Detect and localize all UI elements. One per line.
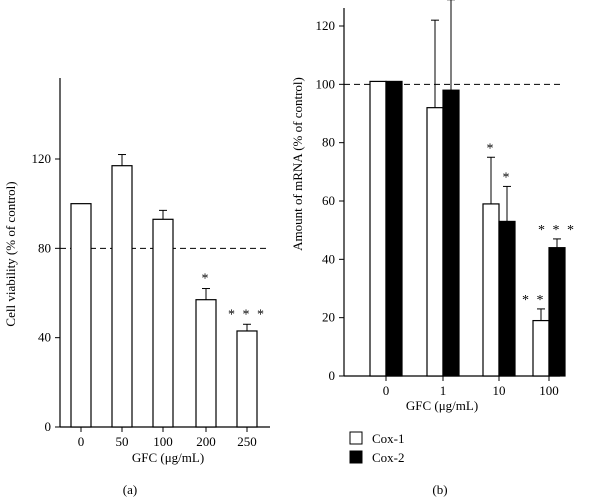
error-bar-50 <box>118 154 126 166</box>
significance-cox-2-100: * * * <box>538 223 576 238</box>
bar-cox-2-100 <box>548 247 566 377</box>
bar-cox-1-0 <box>369 80 387 377</box>
panel-a-y-tick-label: 40 <box>38 330 51 345</box>
bar-0 <box>70 203 92 428</box>
panel-a-x-tick-label: 0 <box>78 434 85 449</box>
panel-b-y-tick-label: 20 <box>322 310 335 325</box>
significance-200: * <box>202 272 211 287</box>
error-bar-cox-1-100 <box>537 308 545 321</box>
panel-b-x-tick-label: 10 <box>493 383 506 398</box>
error-bar-cox-2-100 <box>553 238 561 248</box>
significance-cox-1-10: * <box>487 141 496 156</box>
panel-b-x-ticks: 0 1 10 100 <box>383 376 559 398</box>
panel-b-y-tick-label: 80 <box>322 135 335 150</box>
panel-b-y-tick-label: 40 <box>322 251 335 266</box>
bar-cox-1-100 <box>532 319 550 377</box>
panel-a-x-tick-label: 200 <box>196 434 216 449</box>
error-bar-250 <box>243 323 251 331</box>
panel-a-bars: * * * * <box>70 154 266 428</box>
legend-label-cox-1: Cox-1 <box>372 431 405 446</box>
panel-b-y-ticks: 0 20 40 60 80 100 120 <box>316 18 344 383</box>
legend-swatch-cox-2 <box>349 450 363 464</box>
panel-b-legend: Cox-1 Cox-2 <box>349 431 405 465</box>
panel-b-x-tick-label: 0 <box>383 383 390 398</box>
panel-b-y-tick-label: 120 <box>316 18 336 33</box>
panel-b-y-tick-label: 0 <box>329 368 336 383</box>
panel-b-x-tick-label: 100 <box>539 383 559 398</box>
legend-label-cox-2: Cox-2 <box>372 450 405 465</box>
legend-swatch-cox-1 <box>349 431 363 445</box>
panel-a-x-tick-label: 250 <box>237 434 257 449</box>
error-bar-cox-2-1 <box>447 0 455 91</box>
panel-b-y-tick-label: 60 <box>322 193 335 208</box>
significance-250: * * * <box>228 307 266 322</box>
panel-a-x-axis-label: GFC (μg/mL) <box>132 450 204 465</box>
panel-a-x-tick-label: 100 <box>153 434 173 449</box>
error-bar-cox-1-1 <box>431 19 439 108</box>
error-bar-200 <box>202 288 210 300</box>
error-bar-100 <box>159 209 167 220</box>
bar-cox-1-10 <box>482 203 500 377</box>
panel-b-x-axis-label: GFC (μg/mL) <box>406 398 478 413</box>
panel-a-y-axis-label: Cell viability (% of control) <box>3 181 18 326</box>
panel-b-x-tick-label: 1 <box>440 383 447 398</box>
bar-250 <box>236 330 258 428</box>
panel-a: 0 40 80 120 * * * * 0 50 100 200 250 Cell viabil… <box>3 78 270 497</box>
panel-a-y-tick-label: 80 <box>38 240 51 255</box>
bar-cox-2-1 <box>442 89 460 377</box>
bar-cox-2-10 <box>498 220 516 377</box>
panel-b-caption: (b) <box>432 482 447 497</box>
panel-b-bars: *** * ** * * <box>369 0 576 377</box>
bar-200 <box>195 299 217 428</box>
panel-a-x-ticks: 0 50 100 200 250 <box>78 427 257 449</box>
bar-50 <box>111 165 133 428</box>
panel-b-y-tick-label: 100 <box>316 76 336 91</box>
significance-cox-2-10: * <box>503 170 512 185</box>
bar-cox-2-0 <box>385 80 403 377</box>
panel-a-y-tick-label: 0 <box>45 419 52 434</box>
panel-a-y-tick-label: 120 <box>32 151 52 166</box>
panel-a-caption: (a) <box>123 482 137 497</box>
panel-b-y-axis-label: Amount of mRNA (% of control) <box>290 77 305 251</box>
error-bar-cox-2-10 <box>503 185 511 222</box>
panel-a-y-ticks: 0 40 80 120 <box>32 151 60 434</box>
bar-cox-1-1 <box>426 107 444 377</box>
error-bar-cox-1-10 <box>487 156 495 204</box>
bar-100 <box>152 218 174 428</box>
panel-a-x-tick-label: 50 <box>116 434 129 449</box>
